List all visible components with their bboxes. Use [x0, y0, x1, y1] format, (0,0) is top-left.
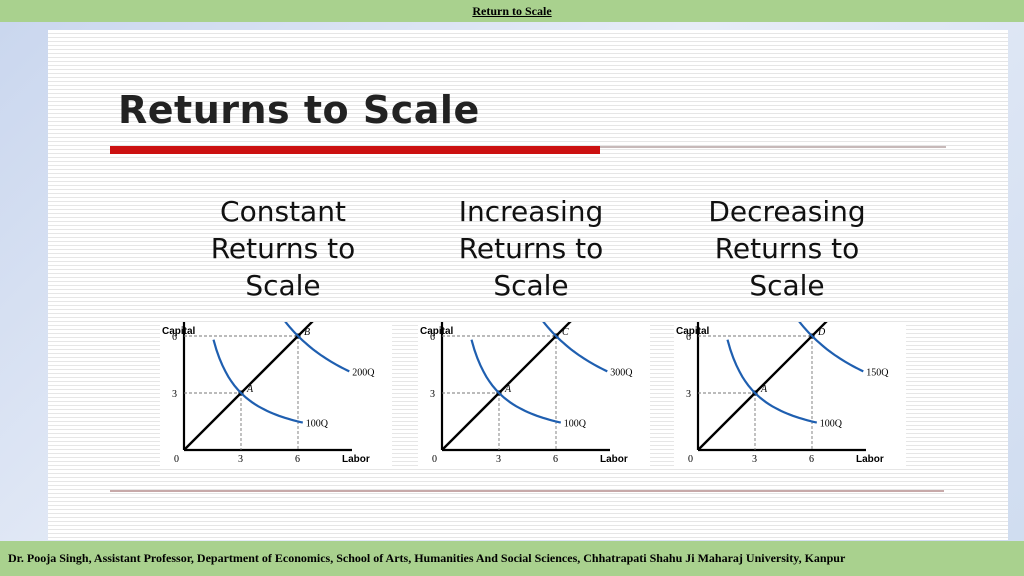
chart-constant-returns: Capital Labor A B 0 3 6 3 6 100Q 200Q: [160, 322, 392, 468]
point-label: C: [562, 327, 569, 338]
heading-constant: Constant Returns to Scale: [163, 193, 403, 304]
tick-label: 6: [553, 454, 558, 465]
top-banner-title: Return to Scale: [472, 3, 552, 18]
heading-line: Scale: [493, 269, 569, 302]
heading-increasing: Increasing Returns to Scale: [411, 193, 651, 304]
isoquant-200q: [284, 322, 350, 373]
tick-label: 3: [238, 454, 243, 465]
point-label: B: [304, 327, 310, 338]
isoquant-label: 100Q: [306, 419, 329, 430]
y-axis-label: Capital: [420, 326, 454, 337]
isoquant-label: 100Q: [564, 419, 587, 430]
isoquant-100q: [212, 339, 304, 424]
x-axis-label: Labor: [342, 454, 370, 465]
heading-line: Returns to: [714, 232, 860, 265]
point-label: A: [246, 384, 254, 395]
isoquant-label: 300Q: [610, 367, 633, 378]
tick-label: 6: [172, 332, 177, 343]
point-label: A: [760, 384, 768, 395]
x-axis-label: Labor: [600, 454, 628, 465]
title-underline-grey: [600, 146, 946, 148]
heading-line: Scale: [245, 269, 321, 302]
heading-line: Increasing: [458, 195, 604, 228]
heading-line: Returns to: [210, 232, 356, 265]
heading-line: Decreasing: [708, 195, 866, 228]
top-banner: Return to Scale: [0, 0, 1024, 22]
heading-decreasing: Decreasing Returns to Scale: [667, 193, 907, 304]
tick-label: 3: [686, 389, 691, 400]
tick-label: 6: [430, 332, 435, 343]
isoquant-100q: [726, 339, 818, 424]
tick-label: 3: [430, 389, 435, 400]
tick-label: 0: [688, 454, 693, 465]
y-axis-label: Capital: [162, 326, 196, 337]
heading-line: Constant: [220, 195, 346, 228]
tick-label: 6: [809, 454, 814, 465]
bottom-divider: [110, 490, 944, 492]
tick-label: 6: [295, 454, 300, 465]
footer-banner: Dr. Pooja Singh, Assistant Professor, De…: [0, 541, 1024, 576]
footer-text: Dr. Pooja Singh, Assistant Professor, De…: [8, 551, 846, 565]
isoquant-label: 150Q: [866, 367, 889, 378]
tick-label: 0: [432, 454, 437, 465]
slide-title: Returns to Scale: [118, 88, 480, 132]
heading-line: Scale: [749, 269, 825, 302]
isoquant-300q: [542, 322, 608, 373]
isoquant-label: 100Q: [820, 419, 843, 430]
point-label: D: [817, 327, 826, 338]
tick-label: 0: [174, 454, 179, 465]
expansion-ray: [441, 322, 572, 451]
heading-line: Returns to: [458, 232, 604, 265]
isoquant-150q: [798, 322, 864, 373]
x-axis-label: Labor: [856, 454, 884, 465]
title-underline-red: [110, 146, 600, 154]
tick-label: 3: [172, 389, 177, 400]
point-label: A: [504, 384, 512, 395]
expansion-ray: [183, 322, 314, 451]
tick-label: 6: [686, 332, 691, 343]
y-axis-label: Capital: [676, 326, 710, 337]
tick-label: 3: [496, 454, 501, 465]
isoquant-100q: [470, 339, 562, 424]
tick-label: 3: [752, 454, 757, 465]
chart-decreasing-returns: Capital Labor A D 0 3 6 3 6 100Q 150Q: [674, 322, 906, 468]
expansion-ray: [697, 322, 828, 451]
isoquant-label: 200Q: [352, 367, 375, 378]
chart-increasing-returns: Capital Labor A C 0 3 6 3 6 100Q 300Q: [418, 322, 650, 468]
